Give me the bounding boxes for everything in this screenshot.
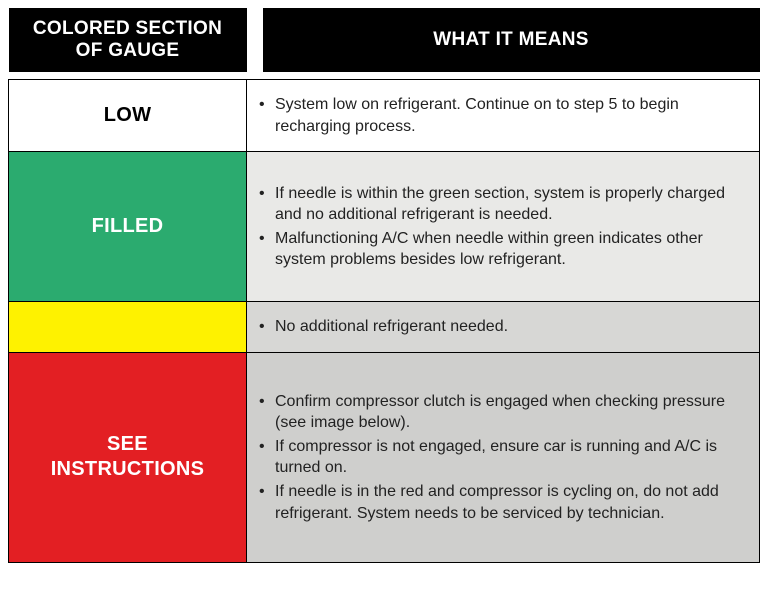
row-red-bullet-0: Confirm compressor clutch is engaged whe… xyxy=(257,391,741,434)
header-right: WHAT IT MEANS xyxy=(263,8,760,72)
row-low-label: LOW xyxy=(9,80,247,152)
row-filled-bullet-1: Malfunctioning A/C when needle within gr… xyxy=(257,228,741,271)
header-left-line2: OF GAUGE xyxy=(76,40,180,61)
row-yellow-label xyxy=(9,302,247,353)
header-gap xyxy=(247,8,263,72)
header-left-line1: COLORED SECTION xyxy=(33,18,222,39)
row-yellow-desc: No additional refrigerant needed. xyxy=(247,302,760,353)
row-low: LOW System low on refrigerant. Continue … xyxy=(9,80,760,152)
row-yellow-bullet-0: No additional refrigerant needed. xyxy=(257,316,741,338)
row-filled-label: FILLED xyxy=(9,152,247,302)
row-red-bullet-2: If needle is in the red and compressor i… xyxy=(257,481,741,524)
row-red-label-line1: SEE xyxy=(107,433,148,455)
row-filled-bullet-0: If needle is within the green section, s… xyxy=(257,183,741,226)
row-low-bullet-0: System low on refrigerant. Continue on t… xyxy=(257,94,741,137)
row-yellow: No additional refrigerant needed. xyxy=(9,302,760,353)
row-red-bullet-1: If compressor is not engaged, ensure car… xyxy=(257,436,741,479)
header-spacer xyxy=(9,72,760,80)
header-row: COLORED SECTION OF GAUGE WHAT IT MEANS xyxy=(9,8,760,72)
row-red-desc: Confirm compressor clutch is engaged whe… xyxy=(247,352,760,562)
row-red: SEE INSTRUCTIONS Confirm compressor clut… xyxy=(9,352,760,562)
gauge-guide-table: COLORED SECTION OF GAUGE WHAT IT MEANS L… xyxy=(8,8,760,563)
row-filled-desc: If needle is within the green section, s… xyxy=(247,152,760,302)
row-low-desc: System low on refrigerant. Continue on t… xyxy=(247,80,760,152)
row-red-label: SEE INSTRUCTIONS xyxy=(9,352,247,562)
header-left: COLORED SECTION OF GAUGE xyxy=(9,8,247,72)
row-red-label-line2: INSTRUCTIONS xyxy=(51,458,205,480)
row-filled: FILLED If needle is within the green sec… xyxy=(9,152,760,302)
